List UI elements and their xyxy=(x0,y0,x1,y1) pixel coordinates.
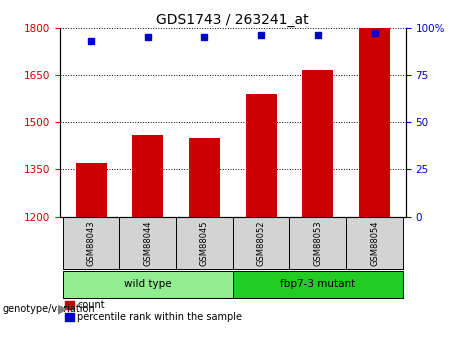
Bar xyxy=(290,217,346,269)
Text: GSM88044: GSM88044 xyxy=(143,220,152,266)
Text: GSM88054: GSM88054 xyxy=(370,220,379,266)
Bar xyxy=(176,217,233,269)
Bar xyxy=(189,138,220,217)
Bar xyxy=(233,217,290,269)
Text: GSM88045: GSM88045 xyxy=(200,220,209,266)
Bar xyxy=(63,217,119,269)
Text: genotype/variation: genotype/variation xyxy=(2,304,95,314)
Bar xyxy=(302,70,333,217)
Text: wild type: wild type xyxy=(124,279,171,289)
Bar xyxy=(346,217,403,269)
Bar xyxy=(76,163,106,217)
Bar xyxy=(233,271,403,298)
Text: fbp7-3 mutant: fbp7-3 mutant xyxy=(280,279,355,289)
Bar xyxy=(359,28,390,217)
Legend: count, percentile rank within the sample: count, percentile rank within the sample xyxy=(65,300,242,322)
Bar xyxy=(246,94,277,217)
Text: GSM88053: GSM88053 xyxy=(313,220,322,266)
Text: GSM88043: GSM88043 xyxy=(87,220,95,266)
Text: ▶: ▶ xyxy=(58,302,67,315)
Title: GDS1743 / 263241_at: GDS1743 / 263241_at xyxy=(156,12,309,27)
Bar xyxy=(132,135,163,217)
Text: GSM88052: GSM88052 xyxy=(257,220,266,266)
Bar xyxy=(63,271,233,298)
Bar xyxy=(119,217,176,269)
